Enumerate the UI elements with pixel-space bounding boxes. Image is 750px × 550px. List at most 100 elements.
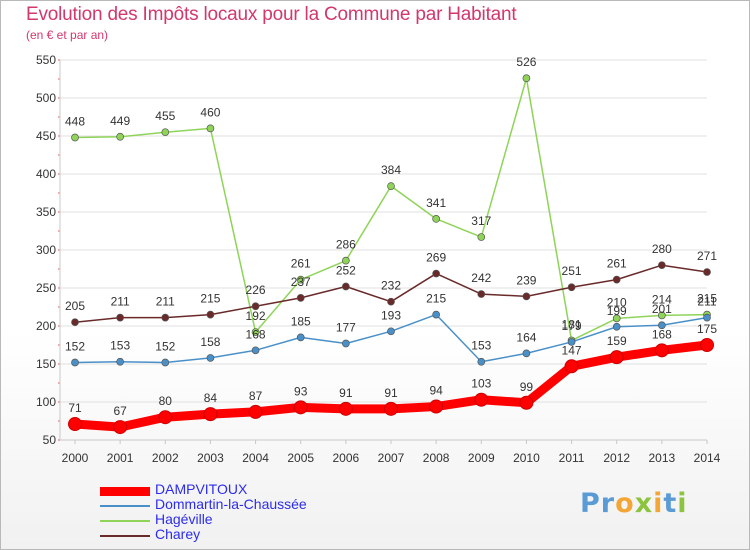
legend-label: Charey [155,526,201,542]
data-label: 271 [697,249,717,263]
data-label: 448 [65,115,85,129]
data-point [251,328,260,336]
x-tick-label: 2007 [378,451,405,465]
data-label: 237 [291,275,311,289]
data-label: 152 [155,339,175,353]
data-point [161,313,170,322]
data-point [206,310,215,319]
data-point [71,318,79,327]
data-label: 214 [652,292,672,306]
data-point [477,357,486,366]
legend-swatch [100,535,150,537]
data-label: 341 [426,196,446,210]
data-point [206,354,215,362]
data-point [158,410,173,425]
data-point [296,333,305,342]
data-point [477,290,486,298]
data-point [387,327,395,336]
data-label: 175 [697,322,717,336]
data-label: 239 [516,273,536,287]
y-tick-label: 100 [36,395,56,409]
data-point [113,420,128,435]
data-label: 205 [65,299,85,313]
x-tick-label: 2014 [694,451,721,465]
y-tick-label: 350 [36,205,56,219]
data-label: 181 [562,317,582,331]
data-label: 215 [697,292,717,306]
legend-swatch [100,505,150,507]
data-label: 201 [652,302,672,316]
data-label: 91 [384,386,398,400]
legend-label: Hagéville [155,511,213,527]
data-point [567,283,576,292]
data-label: 94 [429,384,443,398]
data-label: 93 [294,384,308,398]
chart-subtitle: (en € et par an) [26,28,109,42]
legend-swatch [100,520,150,522]
data-point [700,338,714,352]
data-label: 252 [336,263,356,277]
data-label: 179 [562,319,582,333]
data-point [474,392,489,407]
data-label: 103 [471,377,491,391]
data-point [71,358,79,367]
data-label: 99 [520,380,534,394]
data-label: 261 [607,257,627,271]
data-label: 460 [200,105,220,119]
x-tick-label: 2002 [152,451,179,465]
data-label: 455 [155,109,175,123]
data-label: 192 [246,309,266,323]
data-point [429,399,444,414]
data-point [522,74,531,83]
data-label: 199 [607,304,627,318]
data-point [68,417,82,432]
data-label: 84 [204,391,218,405]
y-tick-label: 50 [43,433,57,447]
data-point [251,302,260,311]
data-label: 280 [652,242,672,256]
data-label: 164 [516,330,536,344]
y-tick-label: 150 [36,357,56,371]
data-label: 242 [471,271,491,285]
data-label: 185 [291,314,311,328]
data-label: 193 [381,308,401,322]
data-label: 251 [562,264,582,278]
legend-swatch [100,487,150,496]
data-point [658,321,666,330]
proxiti-logo: Proxiti [580,488,688,519]
data-label: 158 [200,335,220,349]
data-point [296,294,305,302]
chart-title: Evolution des Impôts locaux pour la Comm… [26,4,517,25]
x-tick-label: 2013 [649,451,676,465]
y-tick-label: 200 [36,319,56,333]
data-label: 67 [113,404,127,418]
data-label: 153 [110,339,130,353]
data-label: 526 [516,55,536,69]
data-point [248,404,263,419]
data-point [387,182,395,191]
data-label: 449 [110,114,130,128]
data-label: 71 [68,401,82,415]
data-label: 159 [607,334,627,348]
data-point [612,314,621,323]
data-point [342,256,350,265]
data-point [296,275,305,284]
y-tick-label: 250 [36,281,56,295]
data-point [206,124,215,133]
y-tick-label: 400 [36,167,56,181]
legend-label: Dommartin-la-Chaussée [155,496,307,512]
data-point [338,401,353,416]
data-label: 168 [652,327,672,341]
data-label: 269 [426,251,446,265]
data-point [203,407,218,422]
data-point [654,343,669,358]
x-tick-label: 2008 [423,451,450,465]
data-point [116,313,124,322]
data-point [432,310,440,319]
data-point [387,297,395,306]
data-label: 91 [339,386,353,400]
data-label: 384 [381,163,401,177]
data-point [703,268,711,276]
data-label: 152 [65,339,85,353]
